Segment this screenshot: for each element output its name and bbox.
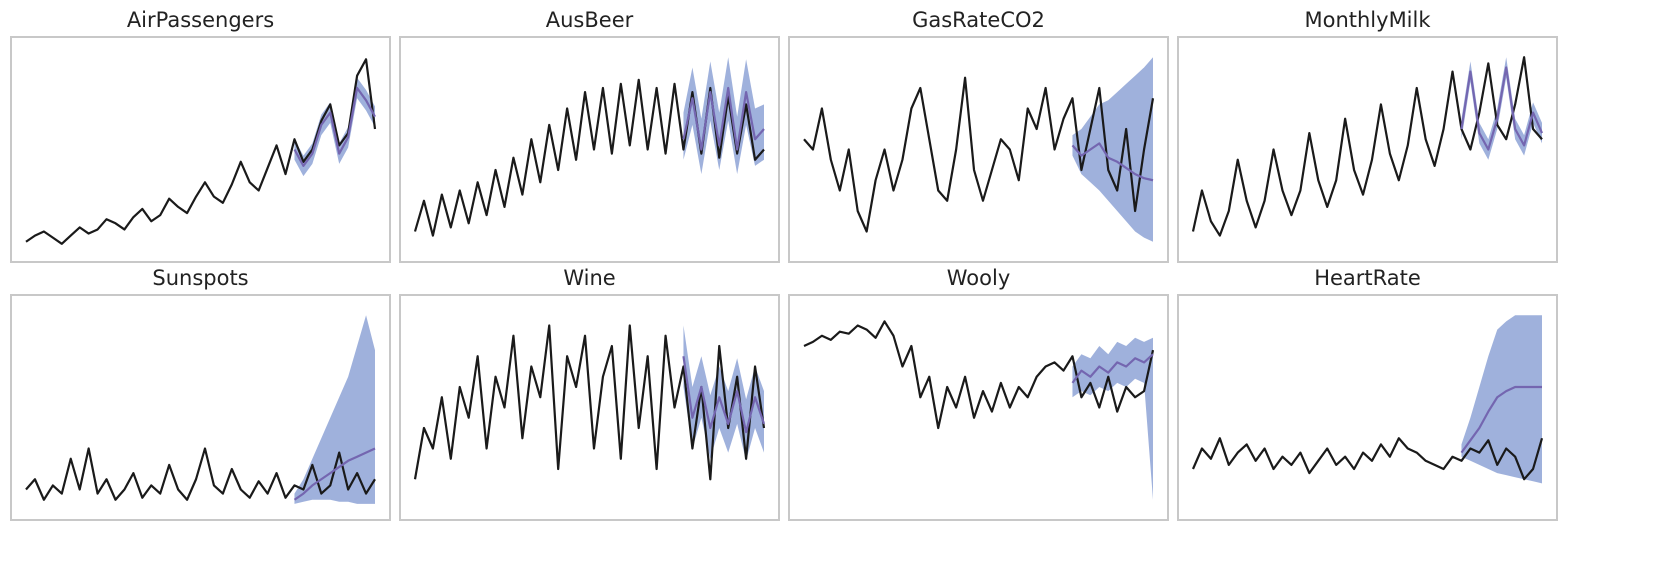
panel-title: AirPassengers	[127, 8, 274, 32]
panel-title: AusBeer	[546, 8, 634, 32]
forecast-line	[682, 356, 766, 434]
forecast-line	[293, 86, 376, 167]
forecast-line	[293, 447, 376, 501]
panel-title: GasRateCO2	[912, 8, 1045, 32]
history-line	[25, 58, 377, 245]
forecast-band	[1072, 337, 1153, 500]
history-line	[803, 76, 1155, 233]
panel-title: HeartRate	[1314, 266, 1421, 290]
forecast-line	[1460, 66, 1544, 151]
history-line	[1191, 56, 1543, 237]
panel-frame	[399, 294, 780, 521]
forecast-band	[1461, 315, 1542, 484]
history-line	[413, 324, 766, 481]
panel-title: MonthlyMilk	[1304, 8, 1431, 32]
forecast-band	[1072, 57, 1153, 242]
history-line	[803, 320, 1155, 430]
forecast-band	[1461, 57, 1542, 160]
forecast-line	[1071, 142, 1154, 182]
panel-frame	[788, 36, 1169, 263]
panel-frame	[1177, 36, 1558, 263]
forecast-band	[294, 315, 375, 504]
history-line	[25, 447, 376, 501]
panel-title: Sunspots	[152, 266, 248, 290]
panel-frame	[1177, 294, 1558, 521]
panel-frame	[10, 294, 391, 521]
history-line	[1191, 437, 1544, 481]
panel-frame	[399, 36, 780, 263]
forecast-line	[682, 86, 765, 151]
forecast-line	[1460, 385, 1542, 454]
panel-title: Wine	[563, 266, 615, 290]
panel-frame	[10, 36, 391, 263]
panel-frame	[788, 294, 1169, 521]
panel-title: Wooly	[947, 266, 1011, 290]
forecast-line	[1071, 353, 1154, 384]
